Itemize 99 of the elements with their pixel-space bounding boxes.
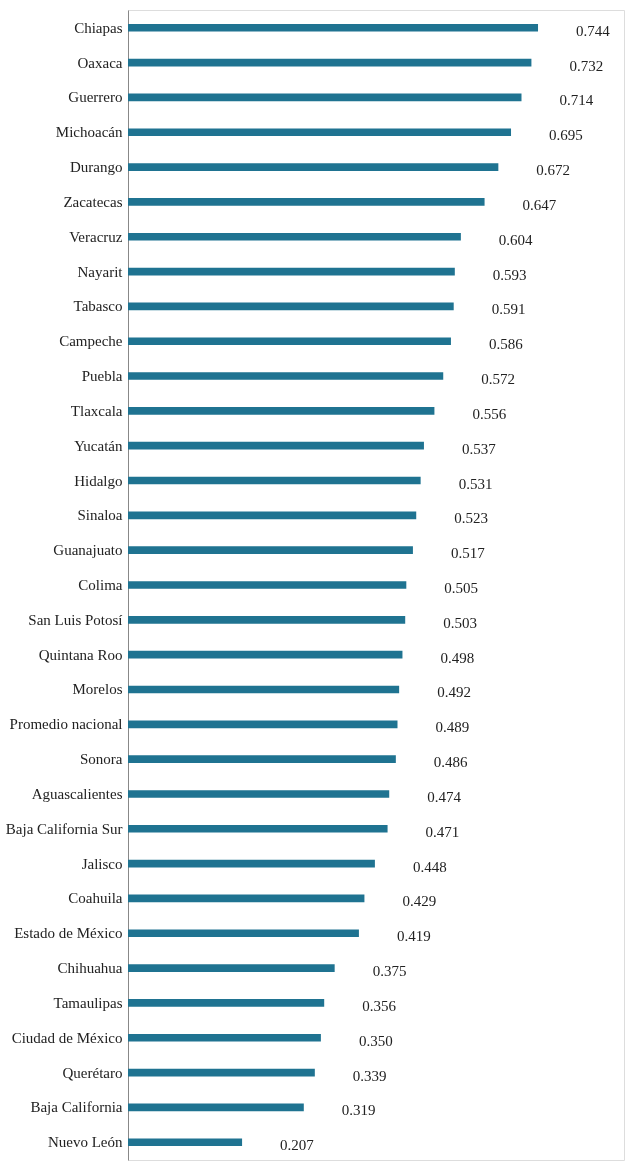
- data-label: 0.448: [412, 858, 447, 875]
- y-tick-label: Sinaloa: [77, 507, 123, 524]
- bar: [128, 894, 365, 903]
- data-label: 0.517: [450, 545, 486, 562]
- data-label: 0.556: [472, 405, 507, 422]
- data-label: 0.319: [341, 1102, 376, 1119]
- data-label: 0.489: [435, 719, 470, 736]
- bar: [128, 616, 406, 624]
- y-tick-label: Jalisco: [81, 855, 123, 872]
- bar: [128, 859, 375, 868]
- bar: [128, 58, 532, 67]
- y-tick-label: Tlaxcala: [70, 402, 123, 419]
- data-label: 0.523: [454, 510, 488, 527]
- y-tick-label: Puebla: [81, 368, 123, 385]
- y-tick-label: Oaxaca: [77, 54, 123, 71]
- y-tick-label: Aguascalientes: [31, 785, 123, 802]
- bar: [128, 198, 485, 206]
- data-label: 0.207: [280, 1137, 315, 1154]
- bar: [128, 476, 421, 485]
- y-tick-label: Chihuahua: [57, 960, 123, 977]
- y-tick-label: Campeche: [59, 333, 123, 350]
- data-label: 0.339: [352, 1067, 387, 1084]
- bar: [128, 163, 499, 171]
- bar: [128, 267, 455, 276]
- bar: [128, 93, 522, 102]
- bar: [128, 790, 390, 798]
- y-tick-label: Morelos: [72, 681, 123, 698]
- data-label: 0.419: [396, 928, 431, 945]
- bar: [128, 372, 444, 380]
- bar: [128, 1103, 304, 1112]
- y-tick-label: Guerrero: [68, 89, 123, 106]
- data-label: 0.474: [427, 788, 462, 805]
- data-label: 0.537: [461, 440, 497, 457]
- bar: [128, 23, 539, 32]
- y-tick-label: Tamaulipas: [53, 994, 123, 1011]
- bar: [128, 441, 424, 450]
- y-tick-label: Promedio nacional: [9, 716, 123, 733]
- y-tick-label: Nayarit: [77, 263, 124, 280]
- data-label: 0.672: [536, 162, 571, 179]
- data-label: 0.486: [433, 754, 469, 771]
- data-label: 0.604: [498, 231, 534, 248]
- bar: [128, 929, 359, 938]
- y-tick-label: Durango: [70, 159, 123, 176]
- y-tick-label: Colima: [78, 577, 123, 593]
- bar: [128, 511, 417, 520]
- y-tick-label: Guanajuato: [53, 542, 123, 559]
- y-tick-label: Querétaro: [62, 1064, 123, 1081]
- bar: [128, 232, 461, 241]
- data-label: 0.744: [576, 22, 611, 39]
- data-label: 0.732: [569, 57, 604, 74]
- data-label: 0.492: [437, 684, 471, 701]
- data-label: 0.429: [402, 893, 437, 910]
- y-tick-label: Michoacán: [55, 124, 123, 141]
- data-label: 0.591: [491, 301, 526, 318]
- data-label: 0.593: [492, 266, 527, 283]
- bar: [128, 1138, 243, 1147]
- data-label: 0.572: [481, 371, 515, 388]
- data-label: 0.505: [444, 580, 479, 596]
- bar: [128, 1033, 321, 1042]
- y-tick-label: Zacatecas: [63, 193, 123, 210]
- y-tick-label: Quintana Roo: [38, 646, 123, 663]
- y-tick-label: Sonora: [80, 751, 123, 768]
- y-tick-label: Coahuila: [68, 890, 123, 907]
- y-tick-label: San Luis Potosí: [28, 611, 123, 628]
- data-label: 0.350: [358, 1032, 393, 1049]
- data-label: 0.503: [443, 614, 477, 631]
- bar: [128, 546, 413, 554]
- bar: [128, 650, 403, 659]
- bar: [128, 685, 400, 694]
- bar: [128, 128, 512, 137]
- data-label: 0.375: [372, 963, 407, 980]
- data-label: 0.498: [440, 649, 475, 666]
- y-tick-label: Yucatán: [74, 437, 123, 454]
- y-tick-label: Ciudad de México: [11, 1029, 123, 1046]
- data-label: 0.695: [549, 127, 583, 144]
- data-label: 0.531: [458, 475, 493, 492]
- bar: [128, 1068, 315, 1077]
- y-tick-label: Veracruz: [69, 228, 123, 245]
- bar: [128, 407, 435, 415]
- data-label: 0.471: [425, 823, 460, 840]
- data-label: 0.586: [488, 336, 524, 353]
- y-tick-label: Hidalgo: [74, 472, 123, 489]
- bar: [128, 337, 451, 346]
- y-tick-label: Baja California: [30, 1099, 123, 1116]
- bar: [128, 824, 388, 833]
- bar: [128, 964, 335, 972]
- y-tick-label: Tabasco: [73, 298, 123, 315]
- bar: [128, 755, 396, 763]
- y-tick-label: Estado de México: [14, 925, 123, 942]
- y-tick-label: Baja California Sur: [5, 820, 123, 837]
- y-tick-label: Chiapas: [74, 19, 123, 36]
- bar: [128, 302, 454, 311]
- bar: [128, 720, 398, 729]
- y-tick-label: Nuevo León: [47, 1134, 123, 1151]
- data-label: 0.714: [559, 92, 594, 109]
- bar: [128, 999, 325, 1007]
- data-label: 0.647: [522, 196, 557, 213]
- bar: [128, 581, 407, 589]
- data-label: 0.356: [362, 997, 397, 1014]
